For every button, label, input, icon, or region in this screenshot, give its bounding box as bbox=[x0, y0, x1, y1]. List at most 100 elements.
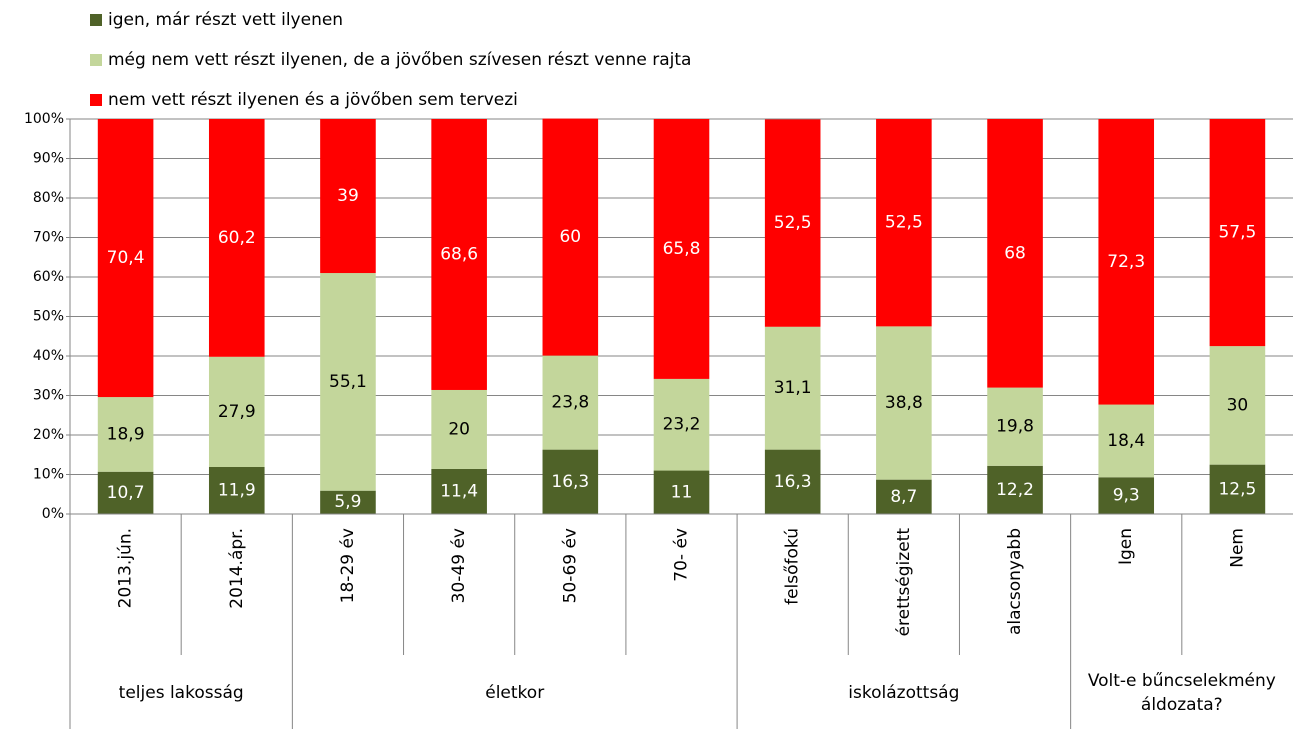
bar-segment bbox=[320, 490, 376, 514]
x-tick-label: 2013.jún. bbox=[116, 528, 136, 608]
y-tick-label: 10% bbox=[33, 467, 64, 483]
y-tick-label: 50% bbox=[33, 309, 64, 325]
legend-label: nem vett részt ilyenen és a jövőben sem … bbox=[108, 90, 518, 110]
x-tick-label: 70- év bbox=[672, 528, 692, 582]
y-tick-label: 20% bbox=[33, 427, 64, 443]
bar-segment bbox=[542, 449, 599, 514]
group-label: teljes lakosság bbox=[118, 683, 244, 703]
value-label: 8,7 bbox=[890, 487, 917, 507]
x-tick-label: érettségizett bbox=[894, 528, 914, 637]
value-label: 68 bbox=[1004, 243, 1026, 263]
bar-segment bbox=[97, 471, 154, 514]
value-label: 19,8 bbox=[996, 417, 1034, 437]
bar-segment bbox=[1098, 477, 1155, 514]
group-label: életkor bbox=[485, 683, 545, 703]
value-label: 5,9 bbox=[334, 492, 361, 512]
y-tick-label: 90% bbox=[33, 151, 64, 167]
value-label: 31,1 bbox=[774, 378, 812, 398]
bar-segment bbox=[764, 119, 821, 327]
value-label: 27,9 bbox=[218, 402, 256, 422]
bar-segment bbox=[431, 119, 487, 390]
x-tick-label: alacsonyabb bbox=[1005, 528, 1025, 635]
value-label: 16,3 bbox=[551, 472, 589, 492]
value-label: 60 bbox=[559, 227, 581, 247]
y-tick-label: 80% bbox=[33, 190, 64, 206]
x-tick-label: felsőfokú bbox=[783, 528, 803, 605]
value-label: 38,8 bbox=[885, 393, 923, 413]
y-tick-label: 70% bbox=[33, 230, 64, 246]
bar-segment bbox=[764, 326, 821, 450]
bar-segment bbox=[1209, 346, 1266, 465]
bar-segment bbox=[987, 387, 1043, 466]
value-label: 68,6 bbox=[440, 244, 478, 264]
y-tick-label: 60% bbox=[33, 269, 64, 285]
legend-swatch bbox=[90, 54, 102, 66]
value-label: 65,8 bbox=[663, 239, 701, 259]
legend-label: még nem vett részt ilyenen, de a jövőben… bbox=[108, 50, 691, 70]
value-label: 11,9 bbox=[218, 480, 256, 500]
value-label: 18,9 bbox=[107, 424, 145, 444]
bar-segment bbox=[208, 119, 265, 357]
value-label: 23,8 bbox=[551, 393, 589, 413]
bar-segment bbox=[320, 273, 376, 491]
x-tick-label: Nem bbox=[1227, 528, 1247, 568]
bar-segment bbox=[208, 356, 265, 467]
x-tick-label: 2014.ápr. bbox=[227, 528, 247, 609]
legend-label: igen, már részt vett ilyenen bbox=[108, 10, 343, 30]
bar-segment bbox=[653, 119, 710, 379]
value-label: 23,2 bbox=[663, 415, 701, 435]
value-label: 57,5 bbox=[1218, 223, 1256, 243]
bar-segment bbox=[208, 466, 265, 514]
group-label: iskolázottság bbox=[848, 683, 960, 703]
x-tick-label: 18-29 év bbox=[338, 528, 358, 603]
bar-segment bbox=[876, 119, 932, 327]
bar-segment bbox=[97, 397, 154, 472]
value-label: 9,3 bbox=[1113, 486, 1140, 506]
x-tick-label: Igen bbox=[1116, 528, 1136, 565]
group-label: Volt-e bűncselekmény áldozata? bbox=[1087, 671, 1276, 715]
value-label: 52,5 bbox=[885, 213, 923, 233]
bar-segment bbox=[542, 118, 599, 356]
bar-segment bbox=[431, 389, 487, 469]
bar-segment bbox=[1098, 404, 1155, 478]
value-label: 52,5 bbox=[774, 213, 812, 233]
bar-segment bbox=[97, 119, 154, 398]
value-label: 11 bbox=[671, 482, 693, 502]
value-label: 10,7 bbox=[107, 483, 145, 503]
legend-swatch bbox=[90, 14, 102, 26]
value-label: 16,3 bbox=[774, 472, 812, 492]
y-tick-label: 100% bbox=[24, 111, 64, 127]
y-tick-label: 0% bbox=[42, 506, 64, 522]
x-tick-label: 30-49 év bbox=[449, 528, 469, 603]
bar-segment bbox=[1209, 464, 1266, 514]
bar-segment bbox=[1098, 119, 1155, 405]
legend-swatch bbox=[90, 94, 102, 106]
bar-segment bbox=[764, 449, 821, 514]
value-label: 72,3 bbox=[1107, 252, 1145, 272]
bar-segment bbox=[987, 119, 1043, 388]
y-tick-label: 30% bbox=[33, 388, 64, 404]
bar-segment bbox=[876, 326, 932, 480]
value-label: 12,2 bbox=[996, 480, 1034, 500]
y-tick-label: 40% bbox=[33, 348, 64, 364]
value-label: 55,1 bbox=[329, 372, 367, 392]
value-label: 20 bbox=[448, 419, 470, 439]
value-label: 11,4 bbox=[440, 481, 478, 501]
bar-segment bbox=[987, 465, 1043, 514]
value-label: 60,2 bbox=[218, 228, 256, 248]
bar-segment bbox=[542, 355, 599, 450]
value-label: 70,4 bbox=[107, 248, 145, 268]
bar-segment bbox=[876, 479, 932, 514]
x-tick-label: 50-69 év bbox=[560, 528, 580, 603]
bar-segment bbox=[431, 468, 487, 514]
bar-segment bbox=[320, 119, 376, 274]
bar-segment bbox=[653, 378, 710, 471]
bar-segment bbox=[1209, 119, 1266, 347]
value-label: 30 bbox=[1227, 395, 1249, 415]
value-label: 12,5 bbox=[1218, 479, 1256, 499]
value-label: 39 bbox=[337, 186, 359, 206]
bar-segment bbox=[653, 470, 710, 514]
value-label: 18,4 bbox=[1107, 431, 1145, 451]
